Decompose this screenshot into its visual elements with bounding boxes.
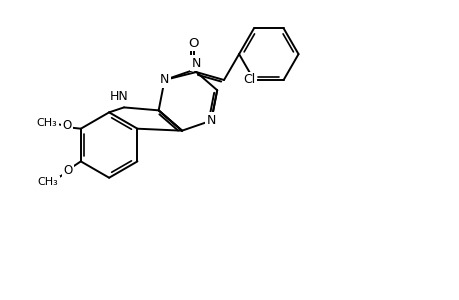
Text: CH₃: CH₃: [37, 118, 57, 128]
Text: HN: HN: [109, 90, 128, 103]
Text: N: N: [160, 74, 169, 86]
Text: CH₃: CH₃: [38, 177, 58, 187]
Text: N: N: [191, 57, 201, 70]
Text: O: O: [188, 37, 199, 50]
Text: O: O: [63, 164, 73, 177]
Text: Cl: Cl: [243, 73, 255, 86]
Text: O: O: [62, 119, 72, 132]
Text: N: N: [206, 114, 216, 127]
